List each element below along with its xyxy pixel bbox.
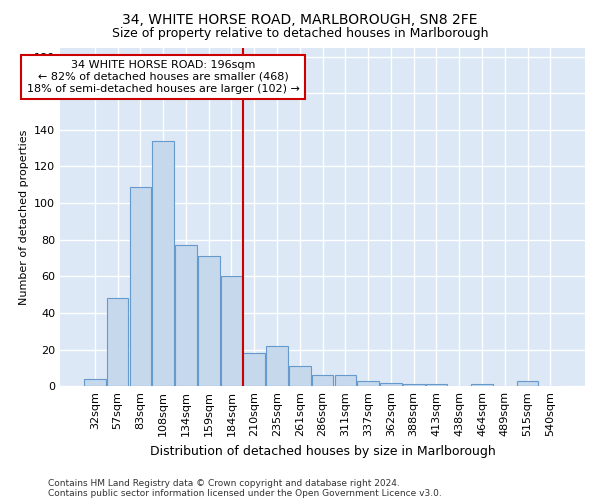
Bar	[84, 379, 106, 386]
Bar	[221, 276, 242, 386]
Bar	[107, 298, 128, 386]
Bar	[380, 382, 402, 386]
Text: 34, WHITE HORSE ROAD, MARLBOROUGH, SN8 2FE: 34, WHITE HORSE ROAD, MARLBOROUGH, SN8 2…	[122, 12, 478, 26]
Text: 34 WHITE HORSE ROAD: 196sqm
← 82% of detached houses are smaller (468)
18% of se: 34 WHITE HORSE ROAD: 196sqm ← 82% of det…	[27, 60, 299, 94]
Y-axis label: Number of detached properties: Number of detached properties	[19, 129, 29, 304]
Bar	[244, 353, 265, 386]
Text: Contains HM Land Registry data © Crown copyright and database right 2024.: Contains HM Land Registry data © Crown c…	[48, 478, 400, 488]
Bar	[358, 380, 379, 386]
Bar	[289, 366, 311, 386]
Bar	[266, 346, 288, 386]
Bar	[175, 245, 197, 386]
Text: Contains public sector information licensed under the Open Government Licence v3: Contains public sector information licen…	[48, 488, 442, 498]
Bar	[471, 384, 493, 386]
Bar	[198, 256, 220, 386]
Bar	[312, 375, 334, 386]
Bar	[403, 384, 425, 386]
Bar	[425, 384, 447, 386]
Bar	[517, 380, 538, 386]
Bar	[130, 186, 151, 386]
Bar	[152, 141, 174, 386]
Text: Size of property relative to detached houses in Marlborough: Size of property relative to detached ho…	[112, 28, 488, 40]
Bar	[335, 375, 356, 386]
X-axis label: Distribution of detached houses by size in Marlborough: Distribution of detached houses by size …	[150, 444, 496, 458]
